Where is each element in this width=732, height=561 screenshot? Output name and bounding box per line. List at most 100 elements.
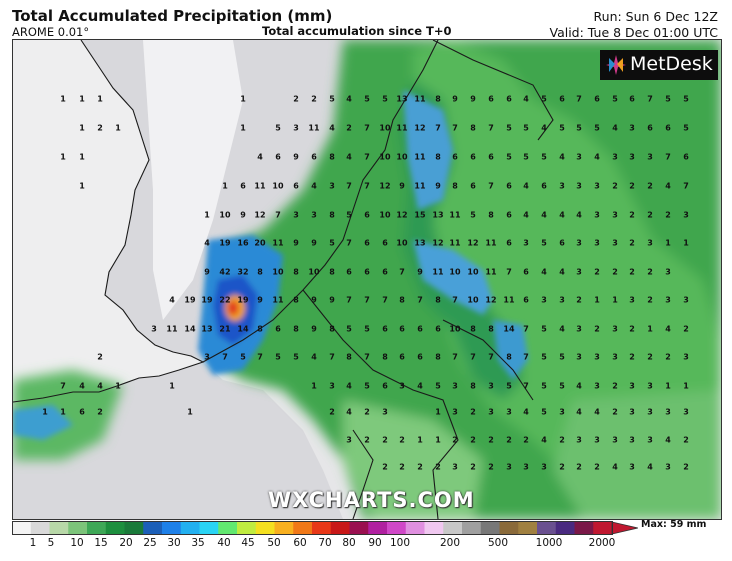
precip-value-label: 15 [414, 210, 426, 220]
precip-value-label: 6 [435, 324, 441, 334]
precip-value-label: 3 [346, 435, 352, 445]
precip-value-label: 3 [399, 381, 405, 391]
precip-value-label: 32 [237, 267, 249, 277]
precip-value-label: 1 [435, 407, 441, 417]
precip-value-label: 10 [467, 267, 479, 277]
precip-value-label: 3 [293, 123, 299, 133]
precip-value-label: 7 [364, 181, 370, 191]
precip-value-label: 12 [485, 295, 497, 305]
colorbar-cell [87, 522, 107, 534]
precip-value-label: 9 [257, 295, 263, 305]
max-label: Max: 59 mm [641, 519, 707, 530]
precip-value-label: 2 [523, 435, 529, 445]
great-britain-land [13, 40, 203, 402]
precip-value-label: 3 [559, 181, 565, 191]
precip-value-label: 6 [364, 238, 370, 248]
precip-value-label: 3 [612, 210, 618, 220]
precip-value-label: 2 [399, 435, 405, 445]
precip-value-label: 8 [470, 381, 476, 391]
precip-value-label: 6 [364, 210, 370, 220]
precip-value-label: 5 [506, 152, 512, 162]
precip-value-label: 6 [559, 238, 565, 248]
precip-value-label: 3 [647, 152, 653, 162]
colorbar-tick-label: 500 [487, 537, 509, 549]
precip-value-label: 7 [60, 381, 66, 391]
precip-value-label: 3 [629, 123, 635, 133]
precip-value-label: 3 [329, 381, 335, 391]
precip-value-label: 2 [629, 267, 635, 277]
precip-value-label: 3 [665, 295, 671, 305]
precip-value-label: 10 [272, 181, 284, 191]
precip-value-label: 5 [364, 94, 370, 104]
precip-heavy [13, 90, 528, 440]
precip-value-label: 3 [576, 238, 582, 248]
precip-value-label: 6 [293, 181, 299, 191]
precip-value-label: 4 [346, 152, 352, 162]
precip-value-label: 6 [382, 324, 388, 334]
precip-value-label: 5 [523, 123, 529, 133]
precip-value-label: 3 [293, 210, 299, 220]
precip-value-label: 14 [503, 324, 515, 334]
precip-value-label: 5 [329, 238, 335, 248]
precip-value-label: 6 [506, 238, 512, 248]
precip-value-label: 4 [523, 210, 529, 220]
map-subtitle: Total accumulation since T+0 [262, 24, 452, 38]
precip-value-label: 3 [488, 381, 494, 391]
precip-value-label: 2 [683, 435, 689, 445]
precip-value-label: 2 [488, 462, 494, 472]
precip-value-label: 6 [488, 152, 494, 162]
precip-value-label: 7 [257, 352, 263, 362]
precip-value-label: 3 [329, 181, 335, 191]
precip-value-label: 13 [414, 238, 426, 248]
precip-value-label: 5 [506, 123, 512, 133]
precip-value-label: 7 [222, 352, 228, 362]
precip-value-label: 7 [435, 123, 441, 133]
precip-value-label: 10 [449, 267, 461, 277]
precip-value-label: 11 [485, 238, 497, 248]
precip-value-label: 5 [275, 123, 281, 133]
precip-value-label: 2 [364, 435, 370, 445]
precip-value-label: 4 [346, 407, 352, 417]
precip-value-label: 8 [470, 324, 476, 334]
map-canvas [13, 40, 721, 519]
precip-value-label: 4 [665, 435, 671, 445]
precip-value-label: 8 [435, 94, 441, 104]
colorbar-cell [405, 522, 425, 534]
precip-value-label: 2 [576, 462, 582, 472]
colorbar-tick-label: 40 [217, 537, 231, 549]
colorbar-cell [537, 522, 557, 534]
precip-value-label: 1 [79, 181, 85, 191]
colorbar-cell [124, 522, 144, 534]
precip-value-label: 1 [115, 123, 121, 133]
precip-value-label: 13 [201, 324, 213, 334]
precip-value-label: 7 [488, 123, 494, 133]
precip-value-label: 3 [523, 238, 529, 248]
precip-value-label: 5 [541, 381, 547, 391]
precip-value-label: 1 [311, 381, 317, 391]
precip-value-label: 1 [240, 123, 246, 133]
precip-value-label: 2 [329, 407, 335, 417]
precip-value-label: 5 [559, 123, 565, 133]
precip-value-label: 2 [311, 94, 317, 104]
precip-value-label: 12 [467, 238, 479, 248]
precip-value-label: 16 [237, 238, 249, 248]
precip-value-label: 3 [382, 407, 388, 417]
precip-value-label: 3 [541, 462, 547, 472]
precip-value-label: 5 [559, 381, 565, 391]
precip-value-label: 4 [311, 352, 317, 362]
precip-value-label: 3 [647, 435, 653, 445]
precip-value-label: 7 [329, 352, 335, 362]
precip-value-label: 7 [470, 352, 476, 362]
model-label: AROME 0.01° [12, 25, 90, 39]
precipitation-map[interactable]: 1 1 1 1 2 2 5 4 5 5 13 11 8 9 9 6 6 4 5 6 7 6 5 6 7 5 5 1 2 1 1 5 3 11 4 2 7… [12, 39, 722, 520]
precip-value-label: 4 [541, 123, 547, 133]
precip-value-label: 7 [452, 123, 458, 133]
precip-value-label: 3 [594, 210, 600, 220]
precip-value-label: 1 [187, 407, 193, 417]
precip-value-label: 5 [435, 381, 441, 391]
precip-value-label: 2 [629, 238, 635, 248]
precip-value-label: 6 [629, 94, 635, 104]
precip-value-label: 12 [379, 181, 391, 191]
precip-value-label: 8 [488, 210, 494, 220]
precip-value-label: 9 [417, 267, 423, 277]
